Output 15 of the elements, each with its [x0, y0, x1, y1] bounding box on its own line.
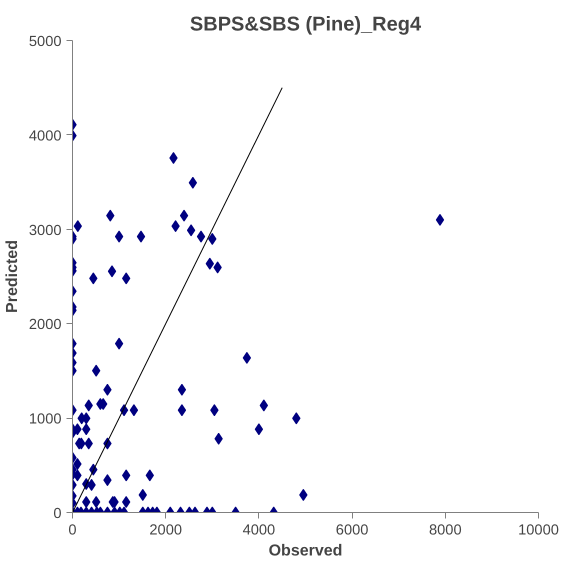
y-tick-label: 1000	[28, 412, 62, 428]
x-tick-label: 10000	[518, 522, 559, 538]
x-tick-label: 8000	[429, 522, 462, 538]
x-axis-title: Observed	[268, 542, 342, 560]
y-tick-label: 5000	[28, 34, 62, 50]
x-tick-label: 6000	[336, 522, 368, 538]
y-axis-title: Predicted	[4, 240, 21, 313]
x-tick-label: 0	[68, 522, 77, 538]
y-tick-label: 3000	[28, 222, 62, 239]
chart-title: SBPS&SBS (Pine)_Reg4	[190, 14, 422, 36]
y-tick-label: 0	[53, 506, 62, 522]
x-tick-label: 2000	[149, 522, 182, 538]
y-tick-label: 2000	[28, 317, 62, 334]
y-tick-label: 4000	[28, 128, 62, 144]
x-tick-label: 4000	[242, 522, 276, 538]
